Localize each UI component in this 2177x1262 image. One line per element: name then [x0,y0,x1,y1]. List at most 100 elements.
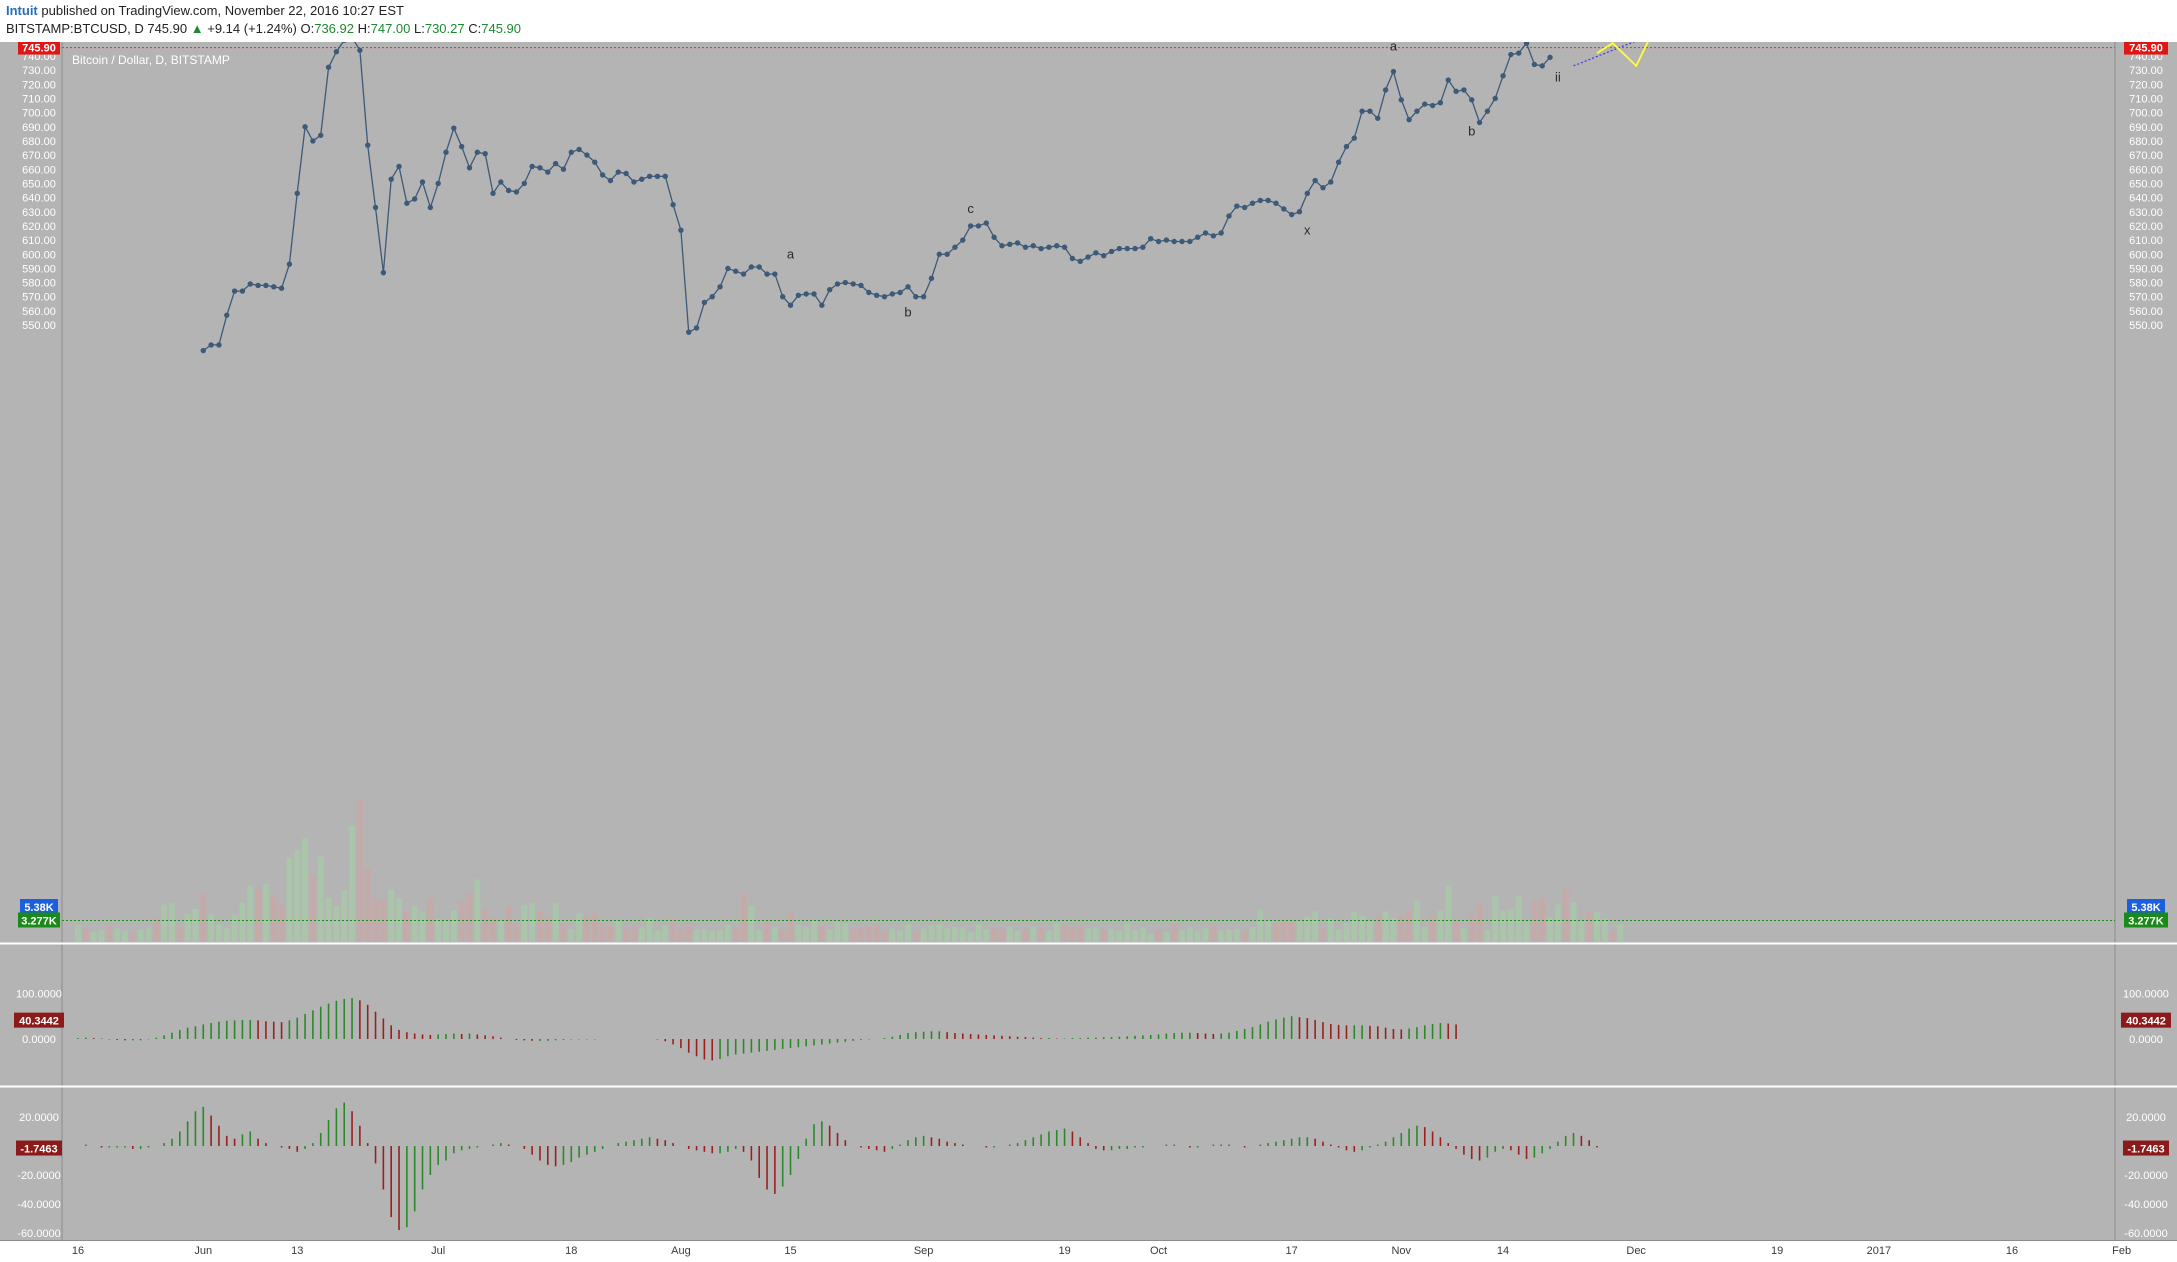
volume-bar [912,931,919,942]
published-text: published on TradingView.com, November 2… [41,3,404,18]
volume-bar [1030,926,1037,942]
volume-bar [803,926,810,942]
price-point [920,294,927,300]
volume-bar [1194,931,1201,942]
price-point [928,275,935,282]
volume-bar [811,920,818,942]
volume-bar [560,923,567,942]
price-series [200,42,1553,354]
volume-bar [1045,930,1052,942]
price-point [599,172,606,178]
volume-bar [349,826,356,942]
price-point [772,271,778,277]
left-price-scale[interactable] [0,42,62,1240]
price-point [897,289,903,296]
price-point [388,176,394,182]
volume-bar [1163,931,1170,942]
price-point [216,342,222,348]
volume-bar [646,917,653,942]
price-point [255,282,261,289]
price-point [1187,238,1193,245]
volume-bar [1171,924,1178,942]
price-point [1437,99,1444,106]
price-point [239,288,246,294]
price-point [842,279,849,286]
volume-bar [607,925,614,942]
price-point [654,173,661,180]
volume-bar [1241,930,1248,942]
price-point [342,42,347,44]
volume-bar [505,905,512,942]
price-tick-left: 710.00 [22,93,56,105]
volume-bar [458,901,465,942]
price-point [1516,50,1522,56]
price-tick-right: 610.00 [2129,235,2163,247]
oscillator-1-pane: 100.0000 100.0000 0.0000 0.0000 [16,989,2169,1061]
price-tick-left: 640.00 [22,193,56,205]
oscillator-1-tick-right: 0.0000 [2129,1034,2163,1046]
price-point [780,294,786,300]
price-point [1061,244,1068,250]
oscillator-2-tick-left: -20.0000 [17,1170,60,1182]
volume-bar [192,908,199,942]
open-value: 736.92 [314,21,354,36]
volume-bar [1406,910,1413,942]
price-point [263,282,269,289]
price-point [545,169,551,175]
price-point [967,223,974,229]
volume-bar [411,906,418,942]
price-point [325,64,332,70]
time-tick: 15 [784,1245,796,1257]
volume-bar [294,850,301,942]
price-point [1249,200,1256,206]
volume-bar [1382,911,1389,942]
volume-badge-left: 5.38K [24,902,53,914]
volume-bar [944,928,951,942]
volume-bar [239,902,246,942]
chart-canvas[interactable]: 550.00 550.00 560.00 560.00 570.00 570.00 580.… [0,42,2177,1262]
wave-label: c [967,201,974,216]
volume-bar [1296,920,1303,942]
plot-area[interactable] [62,42,2115,1240]
price-point [451,125,457,131]
volume-bar [356,799,363,942]
volume-bar [576,913,583,942]
volume-bar [818,925,825,942]
volume-bar [889,928,896,942]
volume-bar [1617,924,1624,942]
time-scale[interactable]: 16 Jun 13 Jul 18 Aug 15 Sep 19 Oct 17 Nov 14 Dec 19 201… [72,1245,2177,1257]
oscillator-2-pane: 20.0000 20.0000 -20.0000 -20.0000 -40.0000 -4… [17,1102,2168,1240]
oscillator-1-badge-left-bg [14,1012,64,1028]
price-point [1390,68,1397,75]
price-tick-right: 600.00 [2129,249,2163,261]
price-point [231,288,238,294]
volume-bar [317,856,324,942]
price-tick-left: 660.00 [22,164,56,176]
volume-bar [732,928,739,942]
volume-bar [701,929,708,942]
volume-bar [270,896,277,942]
price-point [560,166,567,172]
volume-bar [920,928,927,942]
price-tick-right: 650.00 [2129,178,2163,190]
price-point [513,189,520,195]
price-point [678,227,684,233]
volume-bar [1390,917,1397,942]
price-point [701,299,708,306]
oscillator-1-badge-right: 40.3442 [2126,1016,2166,1028]
price-point [1202,230,1209,236]
oscillator-2-badge-left-bg [16,1140,62,1156]
volume-bar [1116,930,1123,942]
volume-bar [756,930,763,942]
price-tick-left: 620.00 [22,221,56,233]
oscillator-2-badge-left: -1.7463 [20,1144,57,1156]
symbol-label[interactable]: BITSTAMP:BTCUSD, D [6,21,144,36]
right-price-scale[interactable] [2115,42,2177,1240]
price-point [725,265,731,272]
price-point [1476,119,1483,126]
price-point [521,180,528,187]
author-link[interactable]: Intuit [6,3,38,18]
high-label: H: [357,21,371,36]
volume-bar [98,929,105,942]
volume-bar [991,928,998,942]
